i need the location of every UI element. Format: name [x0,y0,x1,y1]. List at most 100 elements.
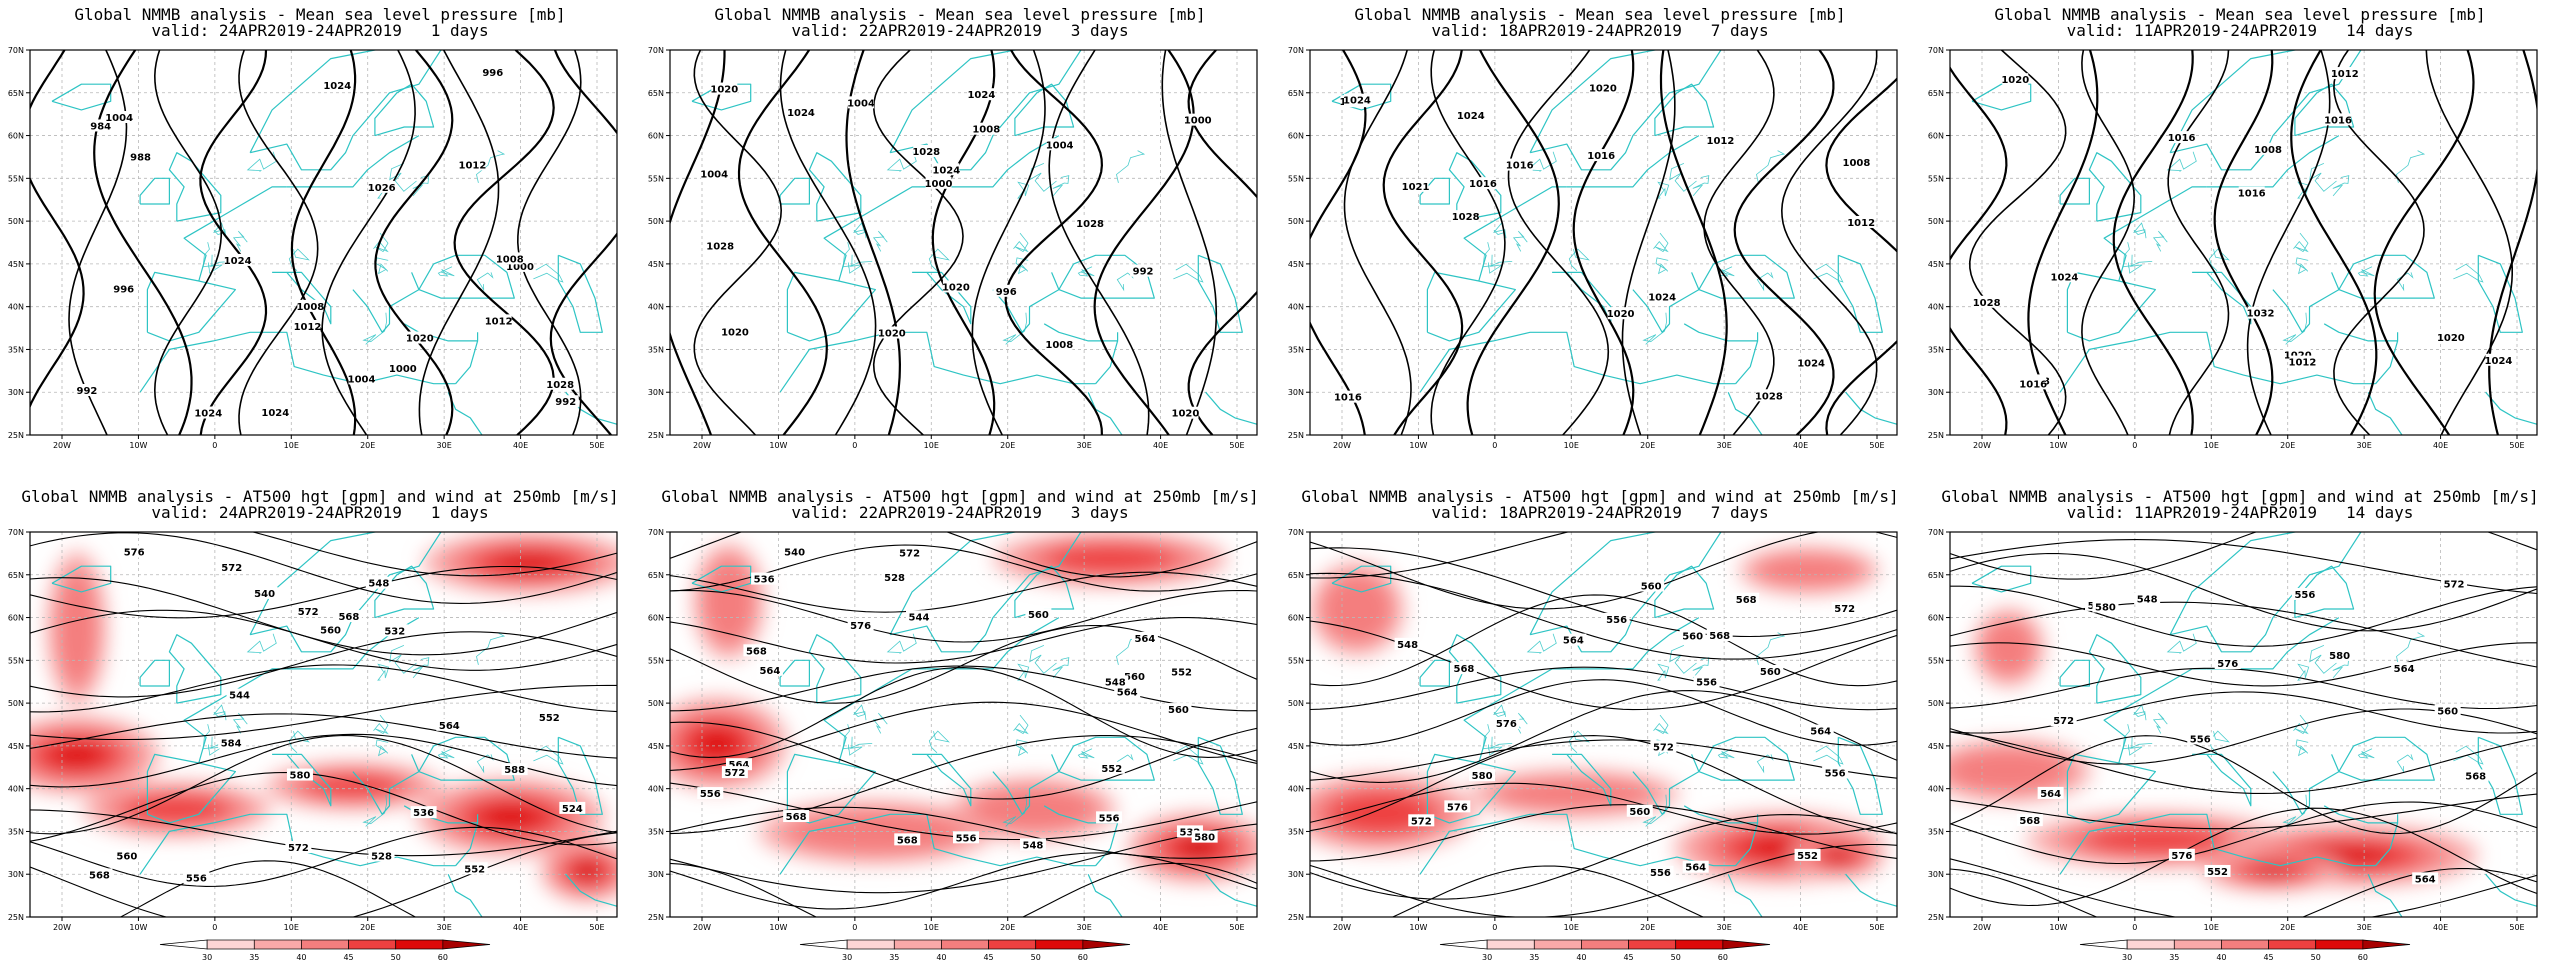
contour-label: 564 [759,666,780,677]
x-tick-label: 30E [2357,441,2372,450]
colorbar-tick-label: 45 [2263,953,2273,962]
wind-shade [1491,775,1657,812]
y-tick-label: 35N [648,827,664,836]
panel-valid-period: valid: 22APR2019-24APR2019 3 days [791,21,1129,40]
colorbar-swatch [988,939,1037,950]
contour-label: 1024 [1457,111,1485,122]
contour-label: 568 [338,612,359,623]
contour-label: 1008 [296,302,324,313]
contour-label: 580 [2095,602,2116,613]
colorbar-swatch [846,939,895,950]
contour-label: 572 [288,843,309,854]
contour-label: 984 [90,121,111,132]
colorbar-tick-label: 35 [1529,953,1539,962]
contour-label: 572 [899,548,920,559]
x-tick-label: 0 [1492,441,1497,450]
x-tick-label: 30E [437,923,452,932]
x-tick-label: 50E [1229,923,1244,932]
y-tick-label: 40N [8,303,24,312]
x-tick-label: 30E [1717,441,1732,450]
colorbar: 30 35 40 45 50 60 [1439,939,1771,962]
map-plot: 1012100099298898499610241026992996100010… [8,46,618,450]
wind-shade [1981,617,2037,678]
colorbar-swatch [1533,939,1582,950]
x-tick-label: 0 [852,441,857,450]
contour-label: 1028 [546,380,574,391]
x-tick-label: 10W [2049,441,2067,450]
y-tick-label: 65N [1928,89,1944,98]
contour-label: 996 [113,284,134,295]
y-tick-label: 40N [1928,785,1944,794]
contour-label: 564 [2040,789,2061,800]
y-tick-label: 60N [1928,614,1944,623]
contour-label: 1008 [2254,145,2282,156]
y-tick-label: 45N [1928,260,1944,269]
colorbar-swatch [941,939,989,950]
x-tick-label: 10E [924,923,939,932]
contour-label: 568 [1453,664,1474,675]
contour-label: 1020 [1172,409,1200,420]
y-tick-label: 55N [1928,656,1944,665]
wind-shade [303,773,403,800]
colorbar-tick-label: 45 [983,953,993,962]
contour-label: 1012 [485,316,513,327]
contour-label: 1024 [194,409,222,420]
contour-label: 1024 [323,81,351,92]
x-tick-label: 40E [2433,923,2448,932]
contour-label: 532 [384,626,405,637]
x-tick-label: 10W [129,441,147,450]
contour-label: 992 [555,397,576,408]
y-tick-label: 25N [8,913,24,922]
contour-label: 1008 [1045,340,1073,351]
contour-label: 540 [254,589,275,600]
contour-label: 560 [1124,672,1145,683]
map-panel: Global NMMB analysis - AT500 hgt [gpm] a… [640,482,1280,962]
y-tick-label: 65N [1288,89,1304,98]
contour-label: 1024 [224,256,252,267]
contour-label: 572 [724,768,745,779]
x-tick-label: 20W [693,441,711,450]
x-tick-label: 40E [513,441,528,450]
x-tick-label: 10E [924,441,939,450]
y-tick-label: 25N [1288,431,1304,440]
y-tick-label: 25N [648,431,664,440]
contour-label: 552 [464,864,485,875]
wind-shade [2264,868,2282,874]
y-tick-label: 30N [8,870,24,879]
y-tick-label: 25N [8,431,24,440]
y-tick-label: 30N [1288,870,1304,879]
contour-label: 548 [2137,595,2158,606]
map-panel: Global NMMB analysis - Mean sea level pr… [640,0,1280,480]
contour-label: 1016 [2324,115,2352,126]
panel-title: Global NMMB analysis - Mean sea level pr… [1354,5,1846,24]
contour-label: 988 [130,152,151,163]
contour-label: 552 [1101,764,1122,775]
contour-label: 1016 [2238,189,2266,200]
contour-label: 1012 [1847,218,1875,229]
contour-label: 572 [2053,716,2074,727]
colorbar-swatch [1675,939,1724,950]
panel-valid-period: valid: 11APR2019-24APR2019 14 days [2066,503,2414,522]
panel-title: Global NMMB analysis - AT500 hgt [gpm] a… [1301,487,1899,506]
wind-shade [1950,746,2073,795]
colorbar-swatch [348,939,397,950]
contour-label: 1004 [847,98,875,109]
wind-shade [1320,572,1394,646]
colorbar-tick-label: 50 [2311,953,2321,962]
y-tick-label: 70N [1928,46,1944,55]
contour-label: 564 [1563,636,1584,647]
wind-shade [479,803,544,830]
contour-label: 1016 [1469,179,1497,190]
contour-label: 556 [1606,615,1627,626]
colorbar-tick-label: 60 [2358,953,2368,962]
colorbar: 30 35 40 45 50 60 [2079,939,2411,962]
contour-label: 1004 [700,170,728,181]
y-tick-label: 60N [1288,132,1304,141]
y-tick-label: 40N [1288,785,1304,794]
contour-label: 552 [1797,851,1818,862]
contour-label: 992 [1133,267,1154,278]
contour-label: 1016 [1334,393,1362,404]
contour-label: 560 [1028,610,1049,621]
contour-label: 564 [729,760,750,771]
panel-title: Global NMMB analysis - Mean sea level pr… [714,5,1206,24]
